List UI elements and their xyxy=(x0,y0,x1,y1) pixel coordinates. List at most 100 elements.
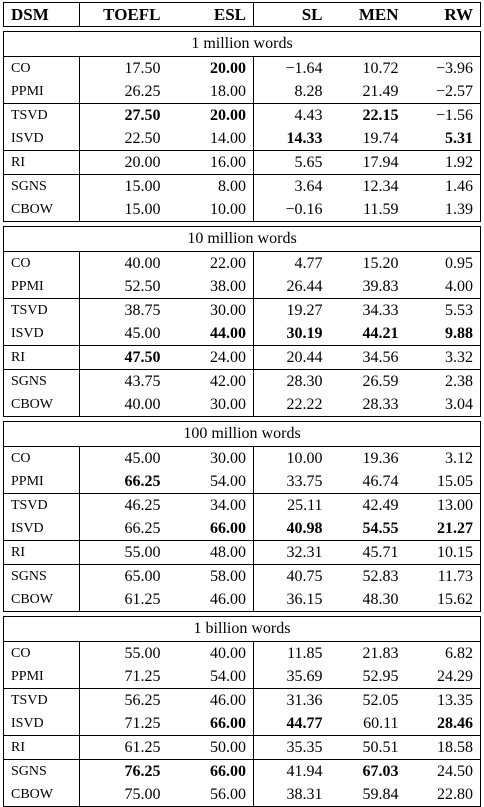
dsm-name-cell: PPMI xyxy=(3,665,80,689)
esl-score-cell: 38.00 xyxy=(167,275,254,299)
rw-score-cell: 24.50 xyxy=(405,759,481,783)
dsm-name-cell: ISVD xyxy=(3,322,80,346)
table-row: TSVD 38.75 30.00 19.27 34.33 5.53 xyxy=(3,298,481,322)
table-row: SGNS 43.75 42.00 28.30 26.59 2.38 xyxy=(3,369,481,393)
table-row: PPMI 26.25 18.00 8.28 21.49 −2.57 xyxy=(3,80,481,104)
table-row: SGNS 15.00 8.00 3.64 12.34 1.46 xyxy=(3,174,481,198)
rw-score-cell: 3.04 xyxy=(405,393,481,417)
section-title: 1 billion words xyxy=(3,616,481,642)
rw-score-cell: 11.73 xyxy=(405,564,481,588)
table-row: TSVD 27.50 20.00 4.43 22.15 −1.56 xyxy=(3,103,481,127)
sl-score-cell: 26.44 xyxy=(286,277,323,295)
sl-score-cell: 44.77 xyxy=(286,714,323,732)
sl-score-cell: 10.00 xyxy=(253,446,330,470)
sl-score-cell: 25.11 xyxy=(253,493,330,517)
men-score-cell: 21.83 xyxy=(329,641,406,665)
men-score-cell: 11.59 xyxy=(329,198,406,222)
sl-score-cell: 8.28 xyxy=(294,82,323,100)
table-row: RI 61.25 50.00 35.35 50.51 18.58 xyxy=(3,735,481,760)
rw-score-cell: 3.32 xyxy=(405,345,481,370)
sl-score-cell: 36.15 xyxy=(253,588,330,612)
men-score-cell: 10.72 xyxy=(329,56,406,80)
table-row: RI 55.00 48.00 32.31 45.71 10.15 xyxy=(3,540,481,565)
table-row: TSVD 56.25 46.00 31.36 52.05 13.35 xyxy=(3,688,481,712)
table-row: CO 45.00 30.00 10.00 19.36 3.12 xyxy=(3,446,481,470)
esl-score-cell: 14.00 xyxy=(167,127,254,151)
sl-score-cell: 41.94 xyxy=(253,759,330,783)
sl-score-cell: 11.85 xyxy=(253,641,330,665)
men-score-cell: 15.20 xyxy=(329,251,406,275)
table-row: ISVD 66.25 66.00 40.98 54.55 21.27 xyxy=(3,517,481,541)
esl-score-cell: 16.00 xyxy=(167,150,254,175)
esl-score-cell: 66.00 xyxy=(167,759,254,783)
header-esl: ESL xyxy=(167,2,254,27)
header-row: DSM TOEFL ESL SL MEN RW xyxy=(3,2,481,27)
toefl-score-cell: 15.00 xyxy=(79,174,168,198)
men-score-cell: 44.21 xyxy=(362,324,399,342)
esl-score-cell: 66.00 xyxy=(167,712,254,736)
table-row: CBOW 40.00 30.00 22.22 28.33 3.04 xyxy=(3,393,481,417)
toefl-score-cell: 65.00 xyxy=(79,564,168,588)
dsm-name-cell: CO xyxy=(3,446,80,470)
toefl-score-cell: 27.50 xyxy=(79,103,168,127)
toefl-score-cell: 61.25 xyxy=(79,588,168,612)
men-score-cell: 34.33 xyxy=(329,298,406,322)
men-score-cell: 60.11 xyxy=(363,714,399,732)
esl-score-cell: 66.00 xyxy=(167,517,254,541)
sl-score-cell: 20.44 xyxy=(253,345,330,370)
table-row: RI 20.00 16.00 5.65 17.94 1.92 xyxy=(3,150,481,175)
men-score-cell: 45.71 xyxy=(329,540,406,565)
toefl-score-cell: 71.25 xyxy=(124,667,161,685)
rw-score-cell: 5.31 xyxy=(405,127,481,151)
toefl-score-cell: 47.50 xyxy=(79,345,168,370)
sl-score-cell: 14.33 xyxy=(286,129,323,147)
toefl-score-cell: 20.00 xyxy=(79,150,168,175)
dsm-name-cell: CO xyxy=(3,251,80,275)
sl-score-cell: 32.31 xyxy=(253,540,330,565)
toefl-score-cell: 45.00 xyxy=(124,324,161,342)
rw-score-cell: 0.95 xyxy=(405,251,481,275)
men-score-cell: 54.55 xyxy=(362,519,399,537)
table-row: PPMI 52.50 38.00 26.44 39.83 4.00 xyxy=(3,275,481,299)
men-score-cell: 52.05 xyxy=(329,688,406,712)
sl-score-cell: 3.64 xyxy=(253,174,330,198)
esl-score-cell: 22.00 xyxy=(167,251,254,275)
men-score-cell: 22.15 xyxy=(329,103,406,127)
dsm-name-cell: CBOW xyxy=(3,198,80,222)
sl-score-cell: 35.69 xyxy=(286,667,323,685)
rw-score-cell: 1.46 xyxy=(405,174,481,198)
dsm-name-cell: SGNS xyxy=(3,369,80,393)
esl-score-cell: 48.00 xyxy=(167,540,254,565)
esl-score-cell: 18.00 xyxy=(167,80,254,104)
men-score-cell: 52.95 xyxy=(362,667,399,685)
toefl-score-cell: 46.25 xyxy=(79,493,168,517)
men-score-cell: 34.56 xyxy=(329,345,406,370)
header-toefl: TOEFL xyxy=(79,2,168,27)
rw-score-cell: 15.05 xyxy=(405,470,481,494)
rw-score-cell: 21.27 xyxy=(405,517,481,541)
sl-score-cell: 30.19 xyxy=(286,324,323,342)
dsm-name-cell: RI xyxy=(3,150,80,175)
men-score-cell: 50.51 xyxy=(329,735,406,760)
table-row: CO 40.00 22.00 4.77 15.20 0.95 xyxy=(3,251,481,275)
rw-score-cell: 1.39 xyxy=(405,198,481,222)
men-score-cell: 39.83 xyxy=(362,277,399,295)
sl-score-cell: 22.22 xyxy=(253,393,330,417)
rw-score-cell: 6.82 xyxy=(405,641,481,665)
toefl-score-cell: 43.75 xyxy=(79,369,168,393)
header-dsm: DSM xyxy=(3,2,80,27)
men-score-cell: 28.33 xyxy=(329,393,406,417)
esl-score-cell: 58.00 xyxy=(167,564,254,588)
dsm-name-cell: SGNS xyxy=(3,564,80,588)
dsm-name-cell: RI xyxy=(3,735,80,760)
esl-score-cell: 10.00 xyxy=(167,198,254,222)
toefl-score-cell: 66.25 xyxy=(124,472,161,490)
men-score-cell: 48.30 xyxy=(329,588,406,612)
results-table: DSM TOEFL ESL SL MEN RW 1 million words C… xyxy=(3,2,481,807)
rw-score-cell: 3.12 xyxy=(405,446,481,470)
sl-score-cell: 19.27 xyxy=(253,298,330,322)
toefl-score-cell: 22.50 xyxy=(124,129,161,147)
men-score-cell: 12.34 xyxy=(329,174,406,198)
table-row: ISVD 22.50 14.00 14.33 19.74 5.31 xyxy=(3,127,481,151)
section-header-row: 100 million words xyxy=(3,421,481,447)
